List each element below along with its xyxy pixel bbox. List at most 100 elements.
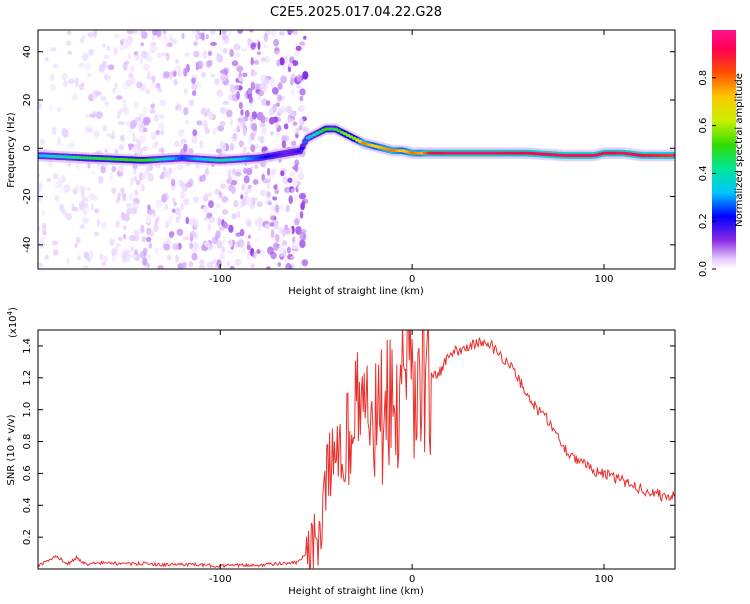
noise-blob: [297, 185, 301, 190]
noise-blob: [302, 71, 309, 80]
noise-blob: [50, 73, 55, 81]
noise-blob: [121, 250, 127, 260]
noise-blob: [299, 211, 304, 219]
noise-blob: [191, 30, 198, 35]
noise-blob: [122, 99, 127, 104]
noise-blob: [260, 249, 265, 257]
noise-blob: [125, 40, 129, 49]
noise-blob: [233, 43, 241, 51]
noise-blob: [184, 52, 190, 58]
ridge-core: [309, 134, 314, 138]
noise-blob: [129, 177, 134, 187]
noise-blob: [282, 64, 286, 70]
noise-blob: [150, 41, 157, 47]
noise-blob: [112, 88, 116, 93]
noise-blob: [171, 181, 175, 187]
y-tick-label: 0.6: [22, 465, 33, 481]
noise-blob: [154, 225, 158, 233]
noise-blob: [263, 44, 269, 49]
noise-blob: [148, 230, 154, 237]
ridge-core: [563, 153, 569, 158]
noise-blob: [243, 175, 250, 184]
ridge-core: [352, 136, 357, 140]
noise-blob: [66, 30, 72, 36]
x-tick-label: 0: [409, 574, 415, 585]
noise-blob: [145, 166, 152, 172]
noise-blob: [193, 39, 198, 47]
colorbar-tick-label: 0.2: [698, 213, 709, 229]
noise-blob: [285, 105, 293, 114]
y-tick-label: 1.2: [22, 370, 33, 386]
noise-blob: [302, 127, 310, 132]
noise-blob: [134, 189, 139, 196]
snr-x-ticks: -100 0 100: [209, 330, 614, 585]
noise-blob: [191, 77, 196, 84]
noise-blob: [260, 189, 266, 197]
noise-blob: [250, 144, 256, 153]
noise-blob: [143, 127, 148, 133]
noise-blob: [180, 202, 184, 211]
noise-blob: [285, 204, 291, 213]
noise-blob: [38, 182, 43, 191]
noise-blob: [244, 109, 250, 118]
noise-blob: [92, 110, 97, 118]
noise-blob: [220, 30, 228, 35]
noise-blob: [145, 216, 152, 224]
noise-blob: [276, 102, 280, 107]
noise-blob: [140, 184, 145, 192]
ridge-core: [410, 151, 415, 155]
ridge-core: [496, 151, 501, 155]
ridge-core: [612, 151, 618, 155]
ridge-core: [505, 151, 510, 155]
noise-blob: [134, 116, 141, 122]
ridge-core: [671, 153, 675, 158]
noise-blob: [299, 95, 304, 102]
noise-blob: [264, 223, 270, 230]
noise-blob: [127, 39, 132, 47]
noise-blob: [67, 78, 75, 85]
noise-blob: [169, 70, 173, 80]
ridge-core: [655, 153, 661, 158]
noise-blob: [182, 261, 187, 269]
noise-blob: [299, 88, 306, 96]
noise-blob: [118, 121, 125, 126]
noise-blob: [102, 125, 107, 132]
noise-blob: [281, 140, 287, 149]
noise-blob: [78, 62, 85, 68]
noise-blob: [288, 195, 293, 205]
noise-blob: [214, 233, 219, 241]
noise-blob: [180, 138, 187, 144]
noise-blob: [290, 188, 296, 193]
noise-blob: [234, 84, 240, 91]
noise-blob: [237, 238, 245, 248]
snr-y-ticks: 0.2 0.4 0.6 0.8 1.0 1.2 1.4: [22, 338, 675, 545]
noise-blob: [298, 192, 306, 200]
noise-blob: [183, 68, 188, 77]
noise-blob: [274, 189, 280, 195]
noise-blob: [109, 172, 114, 182]
noise-blob: [111, 248, 116, 257]
noise-blob: [74, 184, 80, 191]
ridge-core: [668, 153, 673, 158]
ridge-core: [422, 151, 427, 155]
noise-blob: [298, 124, 303, 131]
y-tick-label: 0.8: [22, 434, 33, 450]
noise-blob: [191, 135, 198, 144]
noise-blob: [298, 117, 304, 125]
spectrogram-panel: -100 0 100 -40 -20 0 20 40 Height of straight …: [6, 29, 676, 297]
noise-blob: [229, 239, 233, 248]
noise-blob: [238, 140, 244, 148]
noise-blob: [133, 101, 140, 109]
noise-blob: [119, 44, 126, 51]
noise-blob: [294, 195, 298, 202]
noise-blob: [102, 255, 108, 263]
noise-blob: [57, 136, 61, 146]
noise-blob: [251, 123, 258, 132]
ridge-core: [339, 130, 345, 134]
noise-blob: [87, 163, 91, 169]
ridge-core: [428, 151, 434, 155]
noise-blob: [79, 37, 85, 43]
noise-blob: [242, 128, 247, 137]
noise-blob: [127, 143, 135, 148]
noise-blob: [250, 57, 254, 66]
